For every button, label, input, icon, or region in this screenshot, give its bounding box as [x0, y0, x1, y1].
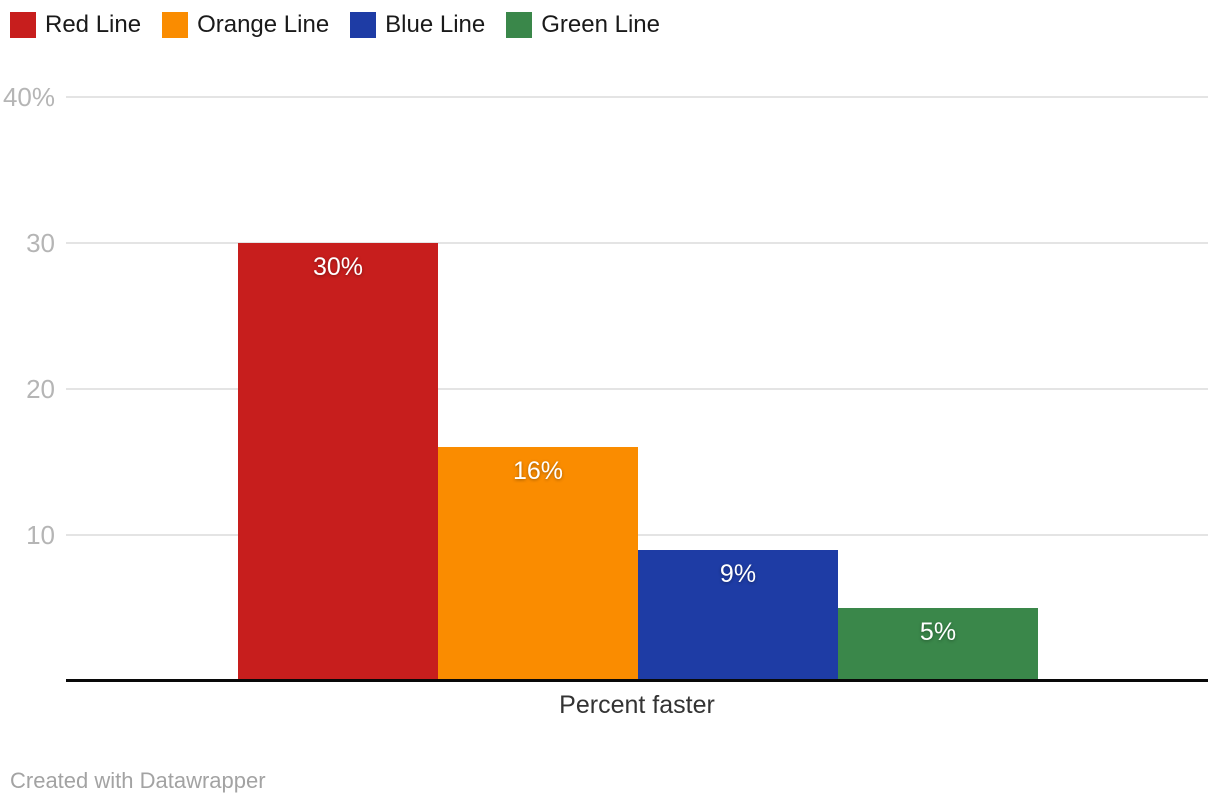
- bar-orange-line: 16%: [438, 447, 638, 681]
- x-axis-baseline: [66, 679, 1208, 682]
- y-tick-label-30: 30: [26, 228, 55, 258]
- legend-item-green-line: Green Line: [506, 12, 660, 38]
- x-axis-label: Percent faster: [559, 691, 715, 719]
- legend-item-label: Red Line: [45, 11, 142, 38]
- bar-value-label: 16%: [512, 457, 564, 485]
- legend-swatch-icon: [350, 12, 377, 38]
- legend-swatch-icon: [162, 12, 189, 38]
- y-tick-label-40: 40%: [2, 82, 55, 112]
- legend-swatch-icon: [506, 12, 533, 38]
- bar-value-label: 9%: [719, 560, 757, 588]
- gridline-20: [66, 388, 1208, 390]
- bar-value-label: 30%: [312, 253, 364, 281]
- legend-item-blue-line: Blue Line: [350, 12, 485, 38]
- bar-blue-line: 9%: [638, 550, 838, 681]
- bar-green-line: 5%: [838, 608, 1038, 681]
- legend-swatch-icon: [10, 12, 36, 38]
- legend-item-label: Green Line: [541, 11, 660, 38]
- gridline-30: [66, 242, 1208, 244]
- chart-legend: Red Line Orange Line Blue Line Green Line: [10, 12, 660, 38]
- legend-item-red-line: Red Line: [10, 12, 141, 38]
- y-tick-label-20: 20: [26, 374, 55, 404]
- legend-item-label: Orange Line: [197, 11, 330, 38]
- gridline-40: [66, 96, 1208, 98]
- datawrapper-credit: Created with Datawrapper: [10, 768, 266, 793]
- bar-value-label: 5%: [919, 618, 957, 646]
- legend-item-label: Blue Line: [385, 11, 486, 38]
- bar-red-line: 30%: [238, 243, 438, 681]
- y-tick-label-10: 10: [26, 520, 55, 550]
- legend-item-orange-line: Orange Line: [162, 12, 329, 38]
